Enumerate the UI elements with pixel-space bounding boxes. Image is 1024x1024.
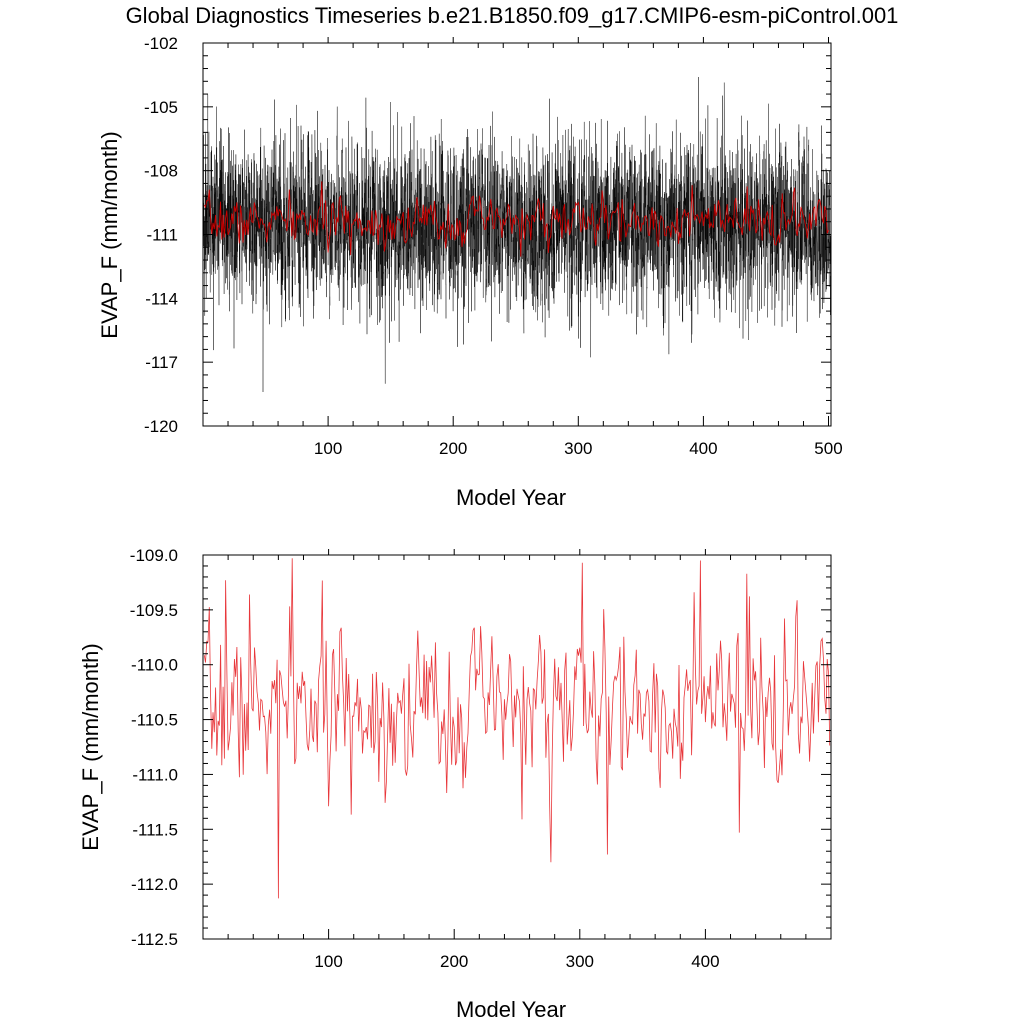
bottom-y-tick-label: -111.5 xyxy=(132,820,178,839)
top-monthly-series-line xyxy=(202,76,832,393)
bottom-plot-frame xyxy=(202,554,832,940)
top-x-tick-label: 200 xyxy=(439,439,467,458)
bottom-axis-ticks: 100 200 300 400 -112.5 -112.0 -111.5 -111.0 -110… xyxy=(130,546,832,971)
bottom-y-tick-label: -110.0 xyxy=(131,656,178,675)
top-y-tick-label: -102 xyxy=(144,34,178,53)
bottom-y-tick-label: -109.5 xyxy=(130,601,178,620)
bottom-y-tick-label: -111.0 xyxy=(132,765,178,784)
bottom-y-tick-label: -112.5 xyxy=(131,930,178,949)
top-axis-ticks: 100 200 300 400 500 -120 -117 -114 -111 -108 -105 -… xyxy=(144,34,843,458)
top-x-tick-label: 300 xyxy=(564,439,592,458)
top-y-tick-label: -120 xyxy=(144,417,178,436)
bottom-chart-panel: 100 200 300 400 -112.5 -112.0 -111.5 -111.0 -110… xyxy=(78,546,832,1022)
bottom-annual-mean-series-line xyxy=(203,558,831,899)
top-x-axis-label: Model Year xyxy=(456,485,566,510)
bottom-x-tick-label: 200 xyxy=(440,952,468,971)
top-x-tick-label: 400 xyxy=(689,439,717,458)
bottom-x-axis-label: Model Year xyxy=(456,997,566,1022)
bottom-y-axis-label: EVAP_F (mm/month) xyxy=(78,643,103,850)
top-chart-panel: 100 200 300 400 500 -120 -117 -114 -111 -108 -105 -… xyxy=(97,34,843,510)
top-y-tick-label: -111 xyxy=(146,226,178,245)
top-y-tick-label: -117 xyxy=(145,353,178,372)
top-x-tick-label: 100 xyxy=(314,439,342,458)
bottom-x-tick-label: 100 xyxy=(314,952,342,971)
top-y-tick-label: -105 xyxy=(144,98,178,117)
bottom-series-group xyxy=(203,558,831,899)
top-plot-frame xyxy=(202,42,832,427)
top-y-tick-label: -108 xyxy=(144,162,178,181)
top-x-tick-label: 500 xyxy=(814,439,842,458)
bottom-x-tick-label: 300 xyxy=(566,952,594,971)
bottom-y-tick-label: -110.5 xyxy=(131,711,178,730)
figure-title: Global Diagnostics Timeseries b.e21.B185… xyxy=(126,3,899,28)
bottom-y-tick-label: -112.0 xyxy=(131,875,178,894)
top-series-group xyxy=(202,76,832,393)
top-annual-mean-series-line xyxy=(203,181,829,257)
top-y-tick-label: -114 xyxy=(145,289,178,308)
bottom-y-tick-label: -109.0 xyxy=(130,546,178,565)
bottom-x-tick-label: 400 xyxy=(691,952,719,971)
top-y-axis-label: EVAP_F (mm/month) xyxy=(97,131,122,338)
